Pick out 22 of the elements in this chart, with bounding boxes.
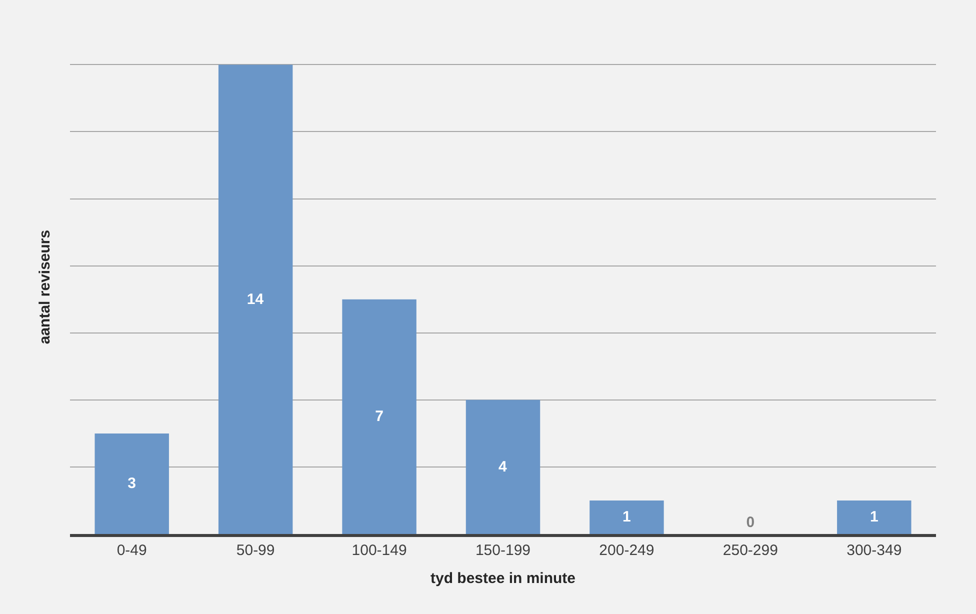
data-label: 3 bbox=[128, 475, 136, 492]
x-tick-label: 100-149 bbox=[352, 542, 407, 559]
bar bbox=[342, 299, 416, 534]
x-tick-label: 200-249 bbox=[599, 542, 654, 559]
data-label: 7 bbox=[375, 408, 384, 426]
data-label: 4 bbox=[498, 458, 508, 476]
bar bbox=[94, 433, 169, 534]
bar bbox=[590, 500, 664, 534]
x-axis-title: tyd bestee in minute bbox=[430, 570, 576, 587]
bar bbox=[466, 400, 540, 534]
x-tick-label: 150-199 bbox=[475, 542, 531, 559]
data-label: 14 bbox=[246, 290, 264, 308]
x-tick-label: 50-99 bbox=[236, 542, 275, 559]
x-tick-label: 300-349 bbox=[846, 542, 902, 559]
x-tick-label: 0-49 bbox=[116, 542, 147, 559]
data-label: 1 bbox=[622, 508, 631, 526]
y-axis-title: aantal reviseurs bbox=[36, 230, 54, 344]
x-tick-label: 250-299 bbox=[722, 542, 778, 559]
bar bbox=[218, 64, 293, 534]
data-label: 0 bbox=[746, 514, 755, 531]
bar bbox=[837, 500, 912, 534]
data-label: 1 bbox=[870, 508, 878, 526]
